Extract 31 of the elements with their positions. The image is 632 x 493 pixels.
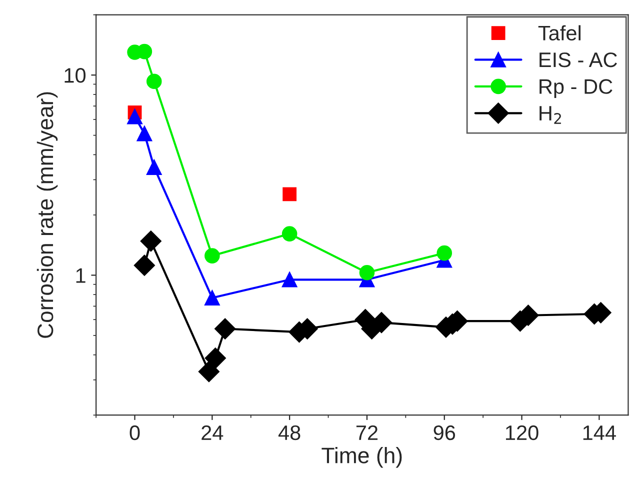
point <box>282 272 298 288</box>
legend-label: EIS - AC <box>540 52 617 68</box>
point <box>140 230 162 252</box>
x-tick-label: 0 <box>130 425 140 440</box>
x-tick-label: 144 <box>583 426 616 440</box>
point <box>134 254 155 276</box>
point <box>127 108 142 124</box>
y-tick-label: 10 <box>64 68 86 83</box>
point <box>204 290 220 306</box>
x-tick-label: 120 <box>506 425 538 440</box>
legend-label: H$_{2}$ <box>540 106 561 124</box>
point <box>146 160 162 175</box>
point <box>282 187 297 202</box>
x-tick-label: 48 <box>278 425 300 440</box>
y-tick-label: 1 <box>76 268 86 283</box>
x-tick-label: 72 <box>356 425 378 440</box>
point <box>198 361 220 382</box>
point <box>214 318 236 340</box>
point <box>146 74 162 89</box>
point <box>204 248 220 264</box>
legend-label: Tafel <box>538 25 581 41</box>
x-tick-label: 96 <box>434 425 456 440</box>
point <box>436 245 452 261</box>
y-axis-title: Corrosion rate (mm/year) <box>36 92 58 338</box>
point <box>359 264 375 280</box>
point <box>204 348 226 369</box>
point <box>136 126 152 142</box>
point <box>282 226 298 242</box>
x-axis-title: Time (h) <box>322 447 402 468</box>
x-tick-label: 24 <box>202 425 224 440</box>
legend-label: Rp - DC <box>540 79 612 98</box>
